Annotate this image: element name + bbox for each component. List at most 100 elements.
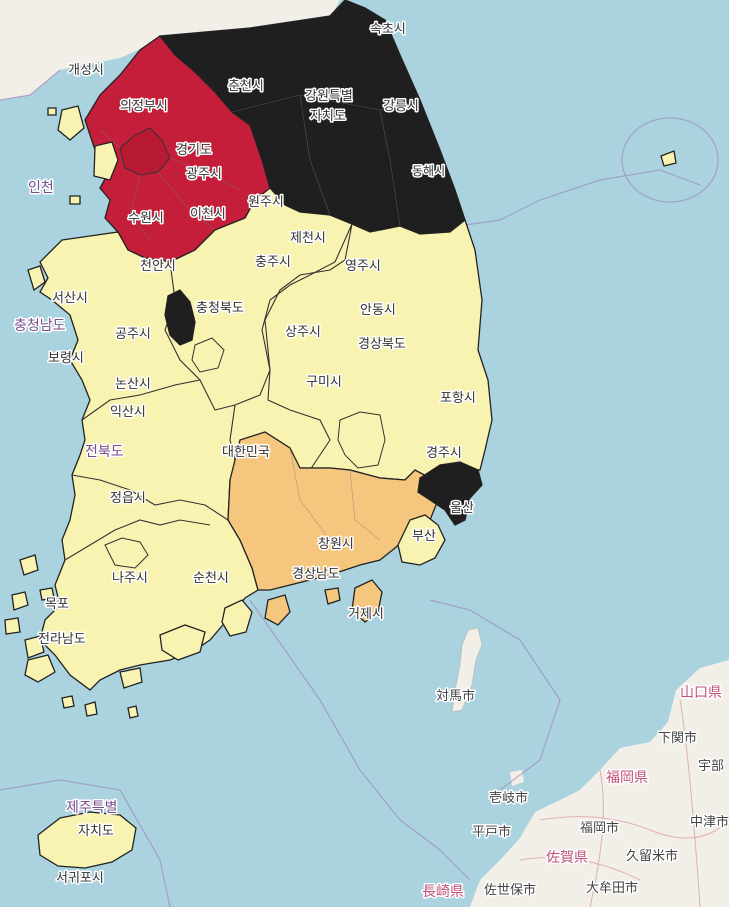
region-busan[interactable] bbox=[397, 514, 446, 566]
label-fukuoka-pref: 福岡県 bbox=[606, 770, 648, 786]
label-icheon: 이천시 bbox=[190, 207, 226, 222]
label-naju: 나주시 bbox=[112, 571, 148, 586]
daejeon-boundary bbox=[191, 337, 225, 373]
island-sw-5 bbox=[24, 654, 56, 683]
label-ulsan: 울산 bbox=[450, 501, 474, 516]
land-japan bbox=[470, 660, 729, 907]
island-s-5 bbox=[127, 705, 139, 719]
road-japan-3 bbox=[679, 699, 701, 907]
island-sw-2 bbox=[11, 591, 29, 611]
maritime-boundary-south bbox=[249, 599, 471, 881]
label-gyeongju: 경주시 bbox=[426, 446, 462, 461]
label-yeongju: 영주시 bbox=[345, 259, 381, 274]
boundary-chungbuk-gyeongbuk bbox=[264, 223, 353, 471]
region-jeju[interactable] bbox=[37, 811, 137, 869]
label-yamaguchi: 山口県 bbox=[680, 685, 722, 701]
boundary-chungnam-chungbuk bbox=[164, 223, 353, 411]
gwangju-boundary bbox=[104, 537, 149, 569]
label-pohang: 포항시 bbox=[440, 391, 476, 406]
label-seogwipo: 서귀포시 bbox=[56, 871, 104, 886]
label-gangwon-1: 강원특별 bbox=[305, 89, 353, 104]
label-boryeong: 보령시 bbox=[48, 351, 84, 366]
island-small-2 bbox=[47, 107, 57, 116]
island-ulleung bbox=[660, 150, 677, 167]
label-gyeongbuk: 경상북도 bbox=[358, 337, 406, 352]
label-sokcho: 속초시 bbox=[370, 22, 406, 37]
label-changwon: 창원시 bbox=[318, 537, 354, 552]
island-s-3 bbox=[221, 599, 253, 637]
label-wonju: 원주시 bbox=[248, 195, 284, 210]
island-sw-1 bbox=[19, 554, 39, 576]
label-fukuoka-city: 福岡市 bbox=[580, 820, 619, 836]
label-uijeongbu: 의정부시 bbox=[120, 99, 168, 114]
island-s-2 bbox=[119, 667, 143, 689]
label-gangneung: 강릉시 bbox=[383, 99, 419, 114]
region-sejong[interactable] bbox=[164, 289, 196, 346]
label-kaesong: 개성시 bbox=[68, 63, 104, 78]
label-gumi: 구미시 bbox=[306, 375, 342, 390]
label-incheon: 인천 bbox=[28, 180, 54, 196]
label-sasebo: 佐世保市 bbox=[484, 882, 536, 898]
maritime-boundary-sw bbox=[0, 779, 171, 907]
label-busan: 부산 bbox=[412, 529, 436, 544]
maritime-boundary-east bbox=[464, 169, 701, 226]
gyeongnam-inner-lines bbox=[289, 447, 381, 541]
label-jeonbuk: 전북도 bbox=[85, 444, 124, 460]
island-yeongjong bbox=[93, 141, 119, 181]
label-gyeongnam: 경상남도 bbox=[292, 567, 340, 582]
label-chungbuk: 충청북도 bbox=[196, 301, 244, 316]
label-mokpo: 목포 bbox=[45, 597, 69, 612]
island-s-7 bbox=[61, 695, 75, 709]
label-geoje: 거제시 bbox=[348, 607, 384, 622]
daegu-boundary bbox=[337, 411, 386, 469]
label-korea: 대한민국 bbox=[222, 445, 270, 460]
label-gongju: 공주시 bbox=[115, 327, 151, 342]
label-donghae: 동해시 bbox=[412, 164, 445, 178]
label-suwon: 수원시 bbox=[128, 211, 164, 226]
gyeonggi-inner-lines bbox=[99, 129, 241, 241]
label-nakatsu: 中津市 bbox=[690, 814, 729, 830]
label-jeongeup: 정읍시 bbox=[110, 491, 146, 506]
island-s-6 bbox=[39, 587, 55, 601]
land-north bbox=[0, 0, 340, 100]
label-iki: 壱岐市 bbox=[489, 790, 528, 806]
label-omuta: 大牟田市 bbox=[586, 880, 638, 896]
gangwon-inner-lines bbox=[231, 94, 421, 227]
label-suncheon: 순천시 bbox=[193, 571, 229, 586]
island-geoje bbox=[351, 579, 383, 623]
island-sw-3 bbox=[4, 617, 21, 635]
label-chungnam: 충청남도 bbox=[14, 318, 66, 334]
label-jecheon: 제천시 bbox=[290, 231, 326, 246]
label-tsushima: 対馬市 bbox=[436, 688, 475, 704]
label-sangju: 상주시 bbox=[285, 325, 321, 340]
label-seosan: 서산시 bbox=[52, 291, 88, 306]
sea-boundary-north bbox=[0, 69, 61, 101]
label-kurume: 久留米市 bbox=[626, 848, 678, 864]
island-s-4 bbox=[84, 701, 98, 717]
island-small-1 bbox=[69, 195, 81, 205]
region-ulsan[interactable] bbox=[417, 461, 483, 526]
road-japan-4 bbox=[519, 857, 641, 881]
label-cheonan: 천안시 bbox=[140, 259, 176, 274]
label-nonsan: 논산시 bbox=[115, 377, 151, 392]
label-hirado: 平戸市 bbox=[472, 824, 511, 840]
label-gangwon-2: 자치도 bbox=[310, 109, 346, 124]
island-ganghwa bbox=[57, 105, 85, 141]
road-japan-2 bbox=[589, 769, 604, 907]
label-andong: 안동시 bbox=[360, 303, 396, 318]
label-chuncheon: 춘천시 bbox=[228, 79, 264, 94]
label-shimonoseki: 下関市 bbox=[658, 730, 697, 746]
island-s-1 bbox=[159, 624, 206, 661]
island-w-1 bbox=[27, 265, 46, 292]
road-japan-1 bbox=[539, 816, 729, 839]
island-tongyeong bbox=[324, 587, 341, 605]
island-tsushima bbox=[451, 627, 483, 713]
region-gyeongnam[interactable] bbox=[227, 431, 441, 591]
label-iksan: 익산시 bbox=[110, 405, 146, 420]
maritime-boundary-dokdo bbox=[621, 117, 719, 203]
label-chungju: 충주시 bbox=[255, 255, 291, 270]
boundary-jeonnam bbox=[64, 519, 211, 561]
label-nagasaki: 長崎県 bbox=[422, 884, 464, 900]
label-jeonnam: 전라남도 bbox=[38, 632, 86, 647]
